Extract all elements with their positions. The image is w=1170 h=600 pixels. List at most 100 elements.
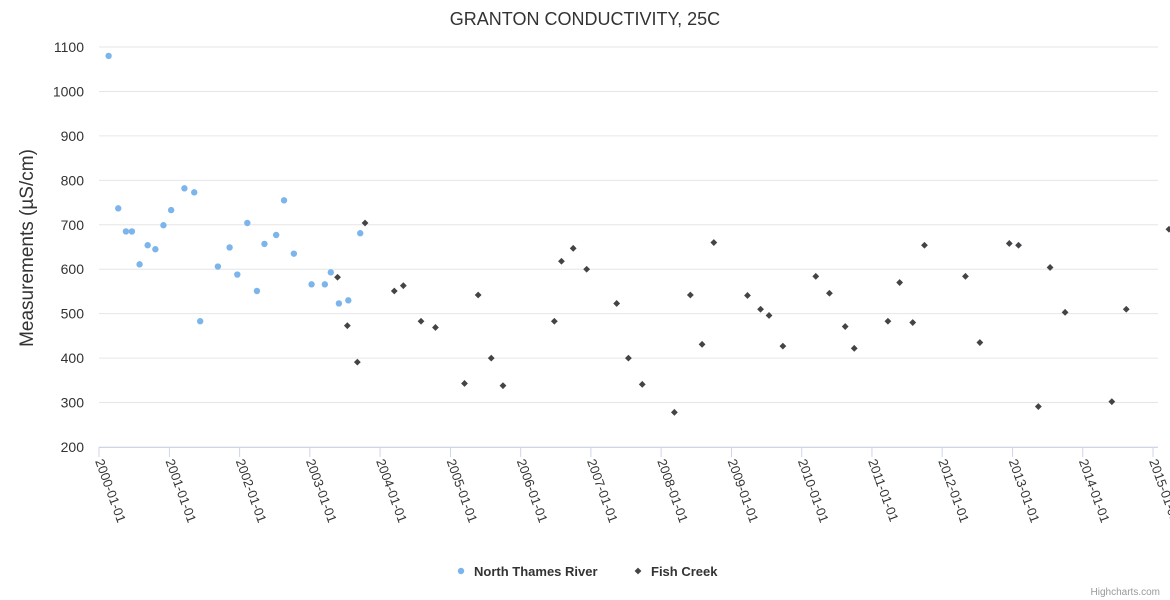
data-point — [399, 282, 407, 290]
data-point — [196, 318, 204, 325]
data-point — [744, 292, 751, 299]
legend-marker-diamond — [634, 567, 642, 575]
x-tick-label: 2011-01-01 — [865, 457, 902, 524]
legend[interactable]: North Thames River Fish Creek — [457, 564, 719, 579]
data-point — [613, 300, 621, 307]
data-point — [1165, 225, 1170, 233]
legend-label: Fish Creek — [651, 564, 718, 579]
legend-item[interactable]: North Thames River — [457, 564, 598, 579]
data-point — [474, 291, 482, 299]
data-point — [909, 319, 917, 326]
data-point — [226, 244, 233, 251]
data-point — [105, 52, 112, 60]
data-point — [698, 340, 706, 348]
data-point — [461, 380, 468, 387]
data-point — [670, 408, 678, 416]
data-point — [1015, 241, 1022, 249]
data-point — [765, 312, 773, 319]
data-point — [417, 317, 425, 325]
data-point — [921, 241, 928, 249]
y-tick-label: 600 — [61, 261, 85, 277]
data-point — [160, 222, 167, 229]
x-tick-label: 2003-01-01 — [303, 457, 340, 525]
data-point — [390, 287, 398, 295]
data-point — [152, 246, 159, 253]
y-axis-ticks: 200 300 400 500 600 700 800 900 1000 1100 — [53, 39, 84, 455]
data-point — [1122, 305, 1130, 313]
data-point — [327, 269, 335, 276]
y-tick-label: 700 — [61, 217, 85, 233]
x-tick-label: 2012-01-01 — [935, 457, 972, 525]
data-point — [686, 291, 694, 299]
data-points — [105, 52, 1170, 416]
data-point — [321, 281, 329, 288]
data-point — [710, 239, 718, 246]
data-point — [487, 354, 495, 362]
data-point — [272, 231, 280, 239]
data-point — [779, 342, 787, 350]
x-tick-label: 2000-01-01 — [92, 457, 129, 525]
data-point — [234, 271, 241, 278]
data-point — [122, 228, 130, 235]
data-point — [826, 289, 833, 297]
data-point — [558, 257, 565, 265]
series-0 — [105, 52, 364, 325]
grid-lines — [99, 46, 1158, 448]
x-tick-label: 2002-01-01 — [233, 457, 270, 525]
legend-item[interactable]: Fish Creek — [634, 564, 719, 579]
y-tick-label: 1000 — [53, 83, 84, 99]
data-point — [214, 263, 222, 270]
series-1 — [334, 219, 1170, 416]
data-point — [841, 323, 849, 330]
data-point — [550, 317, 558, 325]
data-point — [136, 261, 143, 268]
data-point — [1034, 403, 1042, 410]
data-point — [144, 242, 151, 249]
data-point — [1005, 240, 1013, 247]
data-point — [962, 272, 969, 280]
y-tick-label: 300 — [61, 395, 85, 411]
data-point — [280, 197, 288, 204]
credits-link[interactable]: Highcharts.com — [1091, 587, 1160, 598]
data-point — [896, 279, 904, 286]
y-tick-label: 800 — [61, 172, 85, 188]
data-point — [253, 287, 261, 295]
data-point — [167, 206, 175, 214]
legend-label: North Thames River — [474, 564, 598, 579]
data-point — [625, 354, 632, 362]
data-point — [343, 322, 351, 330]
x-tick-label: 2014-01-01 — [1076, 457, 1113, 525]
data-point — [976, 339, 984, 346]
data-point — [812, 272, 820, 280]
data-point — [1046, 264, 1054, 271]
x-tick-label: 2008-01-01 — [654, 457, 691, 525]
x-tick-label: 2015-01-01 — [1146, 457, 1170, 525]
data-point — [884, 317, 892, 325]
x-tick-label: 2005-01-01 — [444, 457, 481, 525]
data-point — [850, 344, 858, 352]
data-point — [290, 250, 298, 257]
y-tick-label: 500 — [61, 306, 85, 322]
data-point — [181, 185, 188, 192]
data-point — [357, 230, 364, 237]
data-point — [638, 380, 646, 388]
data-point — [1108, 398, 1116, 406]
y-tick-label: 1100 — [54, 39, 84, 55]
data-point — [569, 244, 577, 252]
data-point — [432, 324, 439, 331]
data-point — [335, 300, 343, 307]
data-point — [353, 358, 361, 366]
y-tick-label: 900 — [61, 128, 85, 144]
x-axis: 2000-01-01 2001-01-01 2002-01-01 2003-01-01… — [92, 447, 1170, 525]
y-tick-label: 400 — [61, 350, 85, 366]
legend-marker-circle — [457, 567, 465, 575]
data-point — [583, 265, 591, 273]
chart-title: GRANTON CONDUCTIVITY, 25C — [450, 9, 720, 29]
data-point — [261, 240, 268, 248]
data-point — [128, 228, 136, 235]
data-point — [757, 305, 764, 313]
data-point — [361, 219, 369, 227]
x-tick-label: 2009-01-01 — [725, 457, 762, 525]
y-tick-label: 200 — [61, 439, 85, 455]
